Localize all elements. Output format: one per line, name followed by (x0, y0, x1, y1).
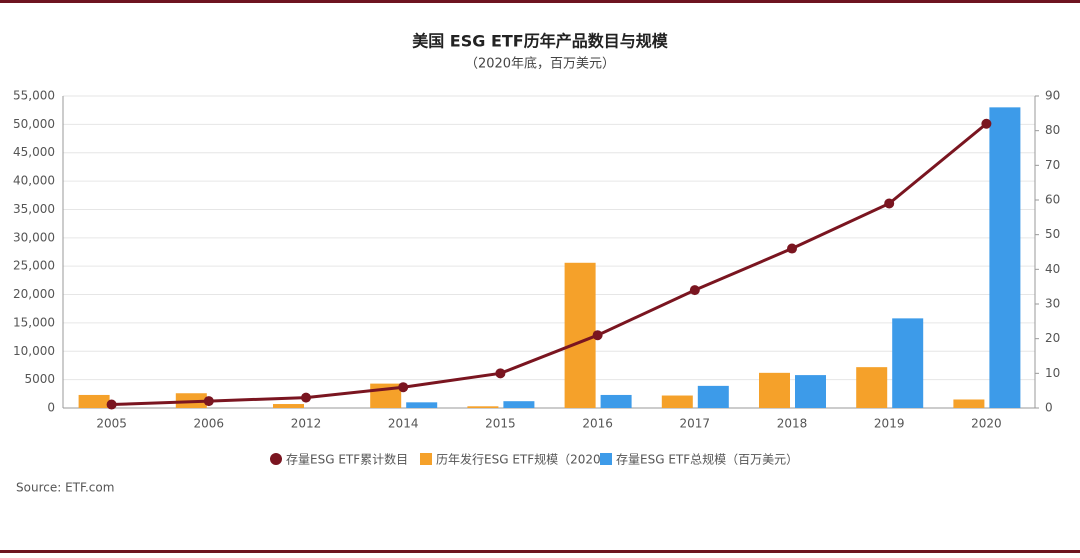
x-tick-label: 2015 (485, 417, 516, 431)
x-tick-label: 2018 (777, 417, 808, 431)
y2-tick-label: 30 (1045, 297, 1060, 311)
x-tick-label: 2006 (194, 417, 225, 431)
legend-marker (600, 453, 612, 465)
y-tick-label: 35,000 (13, 202, 55, 216)
y-tick-label: 10,000 (13, 344, 55, 358)
chart-title: 美国 ESG ETF历年产品数目与规模 (412, 32, 669, 51)
point (106, 399, 117, 410)
point (689, 285, 700, 296)
y2-tick-label: 0 (1045, 401, 1053, 415)
x-tick-label: 2012 (291, 417, 322, 431)
bar (467, 406, 499, 408)
y-tick-label: 25,000 (13, 259, 55, 273)
y-tick-label: 50,000 (13, 117, 55, 131)
y2-tick-label: 90 (1045, 89, 1060, 103)
bar (697, 385, 729, 408)
legend-marker (270, 453, 282, 465)
y2-tick-label: 80 (1045, 123, 1060, 137)
x-tick-label: 2020 (971, 417, 1002, 431)
legend-label: 存量ESG ETF总规模（百万美元） (616, 452, 798, 467)
line (111, 122, 988, 407)
point (203, 396, 214, 407)
y-tick-label: 45,000 (13, 145, 55, 159)
y-tick-label: 30,000 (13, 230, 55, 244)
bar (273, 404, 304, 408)
y2-tick-label: 50 (1045, 227, 1060, 241)
legend-label: 存量ESG ETF累计数目 (286, 452, 408, 467)
point (301, 392, 311, 403)
bar (661, 395, 693, 408)
legend-marker (420, 453, 432, 465)
chart-subtitle: （2020年底，百万美元） (465, 56, 615, 72)
point (787, 243, 797, 254)
x-tick-label: 2019 (874, 417, 905, 431)
point (495, 368, 506, 379)
point (981, 118, 992, 129)
y-tick-label: 55,000 (13, 89, 55, 103)
bar (953, 399, 985, 408)
bar (78, 394, 110, 408)
x-tick-label: 2017 (680, 417, 711, 431)
y-tick-label: 5000 (24, 372, 55, 386)
x-tick-label: 2014 (388, 417, 419, 431)
y2-tick-label: 10 (1045, 366, 1060, 380)
bar (892, 318, 924, 408)
y-tick-label: 40,000 (13, 174, 55, 188)
legend-label: 历年发行ESG ETF规模（2020） (436, 452, 613, 467)
bar (795, 375, 826, 408)
x-tick-label: 2016 (582, 417, 613, 431)
x-tick-label: 2005 (96, 417, 127, 431)
bar (759, 372, 790, 408)
point (884, 198, 895, 209)
bar (600, 394, 632, 408)
y-tick-label: 15,000 (13, 315, 55, 329)
bar (406, 402, 438, 408)
bar (856, 367, 888, 408)
y-tick-label: 0 (47, 401, 55, 415)
y2-tick-label: 20 (1045, 331, 1060, 345)
y2-tick-label: 70 (1045, 158, 1060, 172)
y-tick-label: 20,000 (13, 287, 55, 301)
bar (989, 107, 1021, 408)
point (592, 330, 603, 341)
point (398, 382, 409, 393)
bar (564, 262, 596, 408)
source: Source: ETF.com (16, 481, 114, 495)
y2-tick-label: 40 (1045, 262, 1060, 276)
y2-tick-label: 60 (1045, 193, 1060, 207)
bar (503, 401, 535, 408)
legend: 存量ESG ETF累计数目 历年发行ESG ETF规模（2020） 存量ESG ET… (270, 452, 798, 467)
